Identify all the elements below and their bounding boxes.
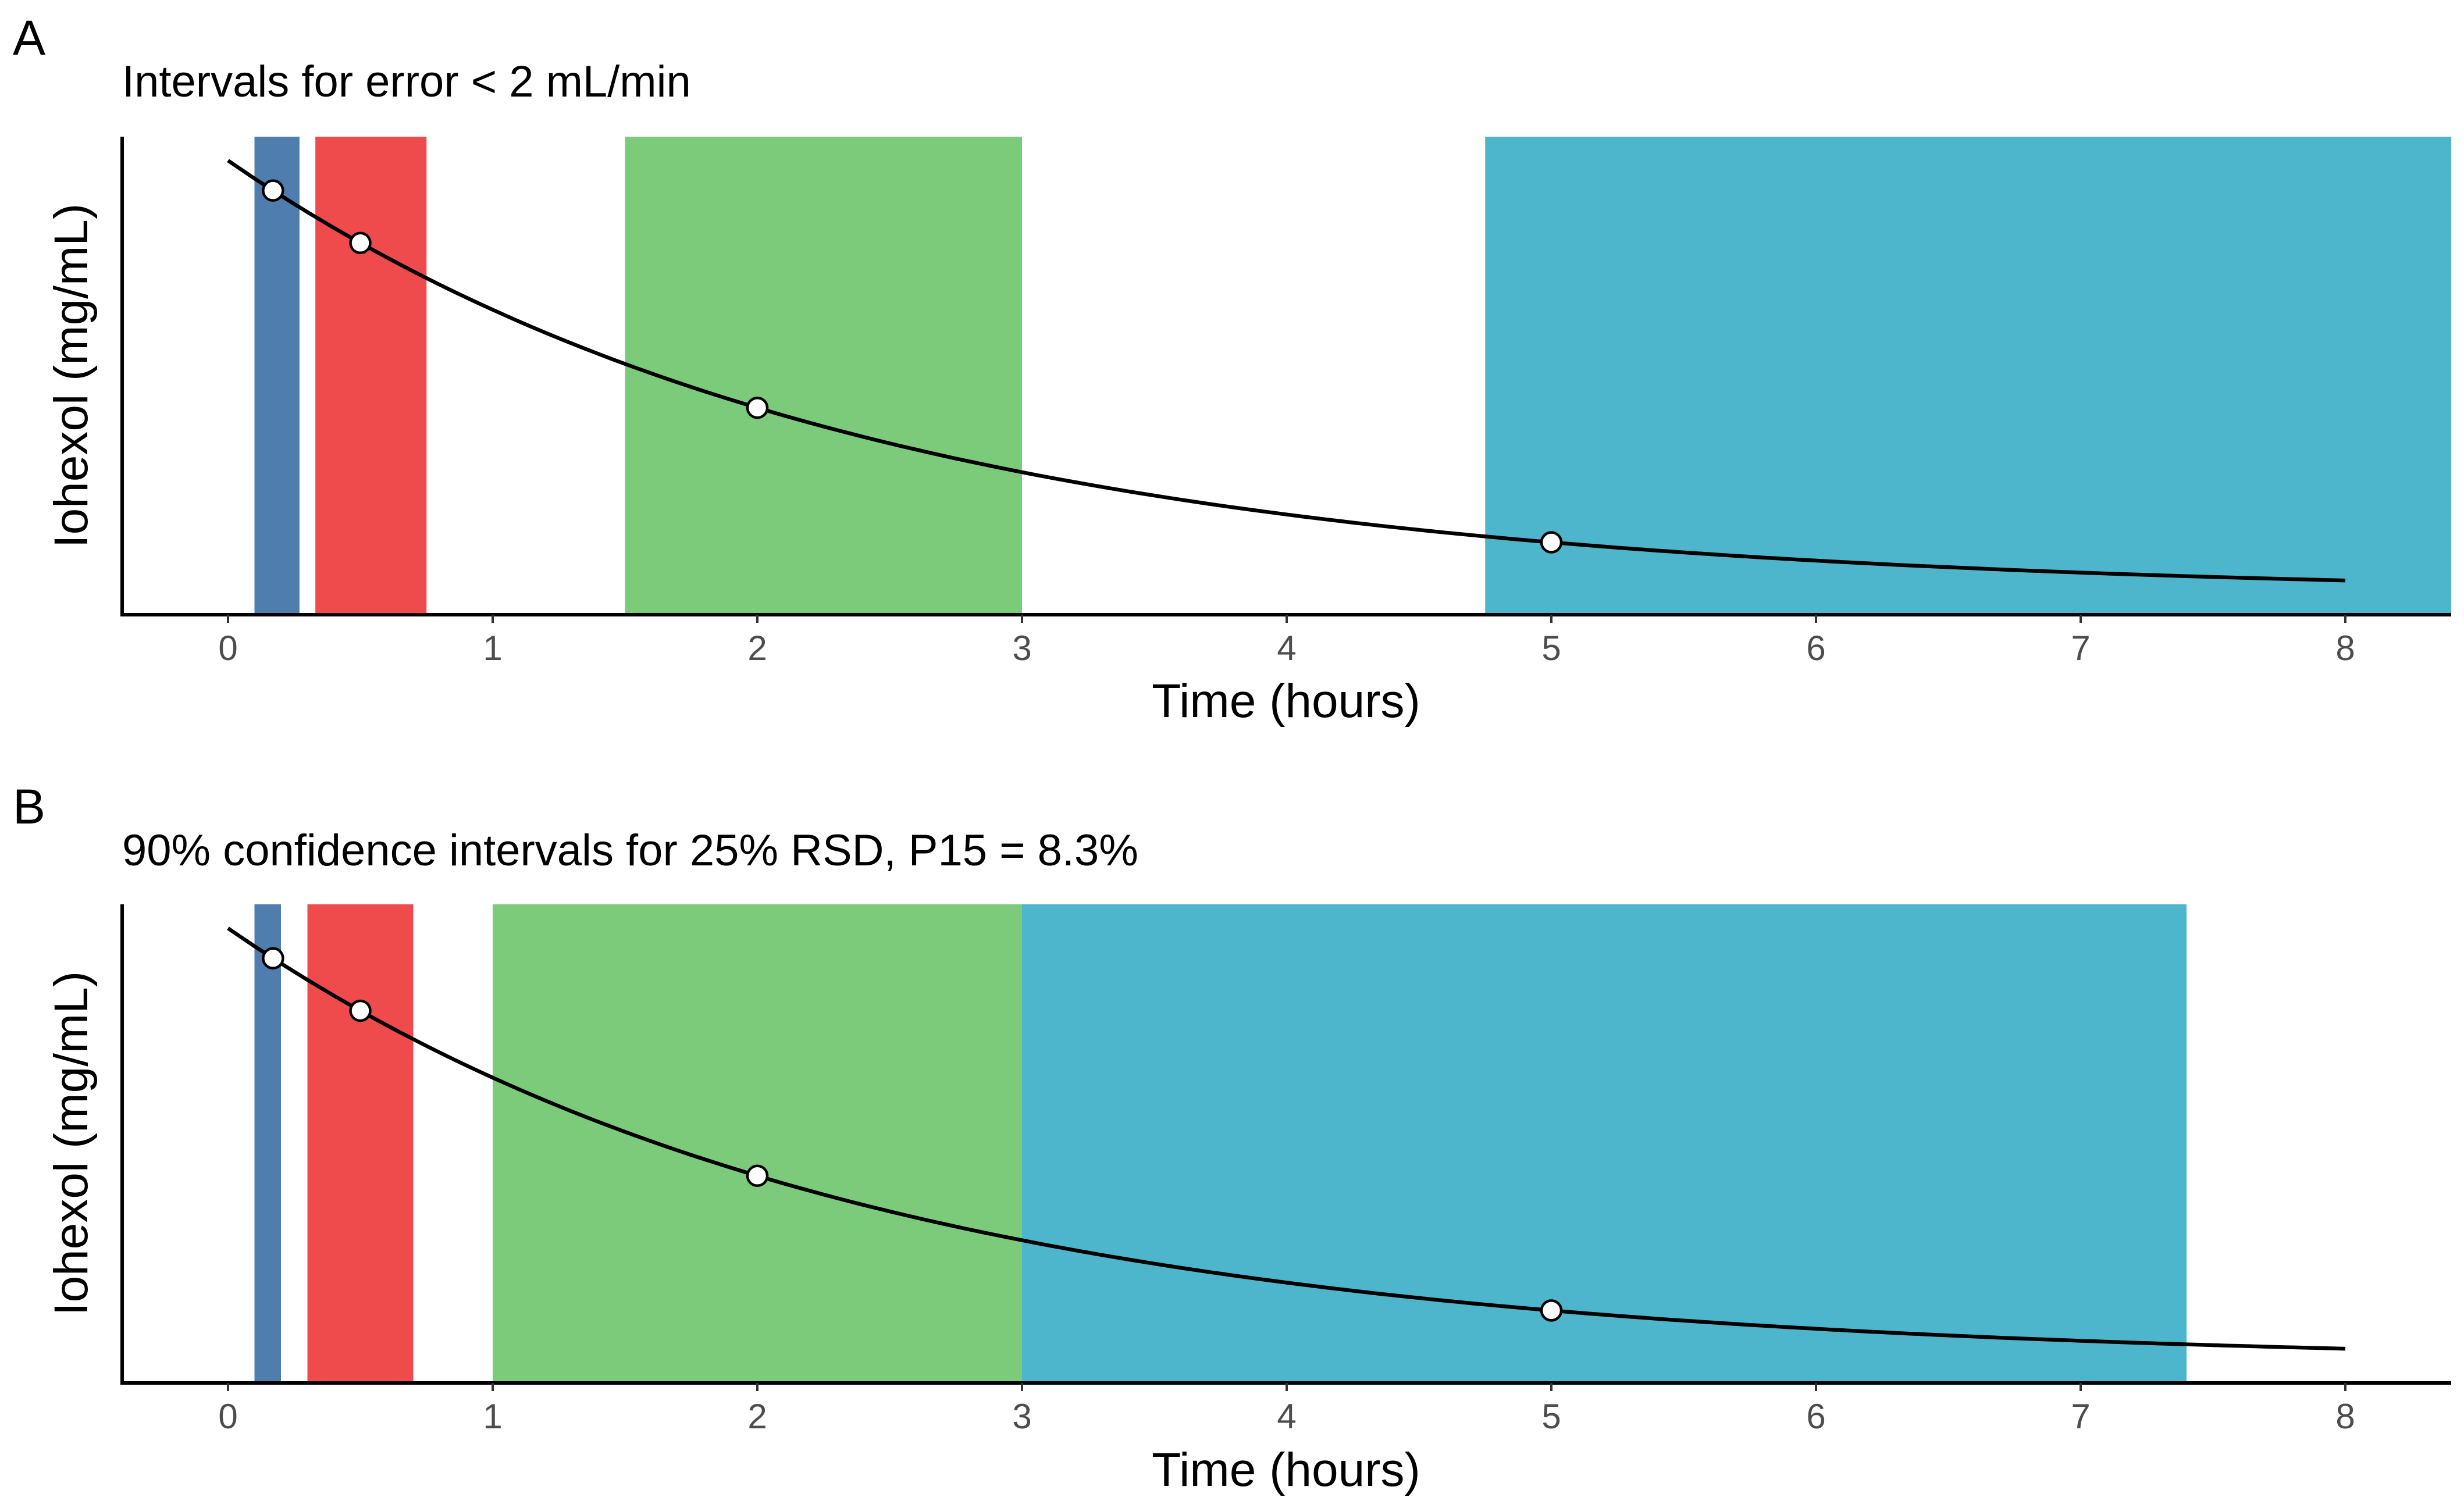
interval-band-2 (307, 904, 414, 1383)
sample-point-2 (349, 231, 372, 255)
interval-bands (254, 904, 2187, 1383)
sample-point-4 (1540, 1299, 1563, 1322)
sample-point-4 (1540, 531, 1563, 554)
x-tick-label: 7 (2071, 1397, 2090, 1436)
decay-curve-layer (227, 159, 2346, 583)
interval-band-1 (254, 137, 300, 615)
sample-point-1 (262, 179, 284, 202)
x-axis-label: Time (hours) (1152, 1443, 1420, 1496)
x-tick-label: 5 (1541, 629, 1561, 668)
decay-curve (227, 159, 2346, 583)
interval-band-4 (1485, 137, 2451, 615)
panel-b: B 90% confidence intervals for 25% RSD, … (13, 779, 2451, 1496)
x-tick-label: 1 (483, 1397, 502, 1436)
interval-bands (254, 137, 2451, 615)
interval-band-1 (254, 904, 281, 1383)
x-tick-label: 8 (2335, 629, 2355, 668)
x-ticks: 0 1 2 3 4 5 6 7 8 (218, 615, 2355, 668)
x-tick-label: 8 (2335, 1397, 2355, 1436)
x-tick-label: 5 (1541, 1397, 1561, 1436)
panel-a: A Intervals for error < 2 mL/min 0 1 2 3 4 5 6… (13, 10, 2451, 728)
x-tick-label: 3 (1012, 1397, 1031, 1436)
x-tick-label: 6 (1806, 629, 1825, 668)
x-tick-label: 2 (747, 629, 767, 668)
decay-curve-layer (227, 926, 2346, 1351)
axes: 0 1 2 3 4 5 6 7 8 (120, 904, 2451, 1436)
x-axis-label: Time (hours) (1152, 675, 1420, 728)
x-tick-label: 4 (1277, 629, 1296, 668)
decay-curve (227, 926, 2346, 1351)
x-tick-label: 1 (483, 629, 502, 668)
interval-band-4 (1022, 904, 2187, 1383)
sample-point-3 (746, 1164, 769, 1188)
x-tick-label: 0 (218, 629, 237, 668)
panel-letter: A (13, 10, 45, 65)
x-tick-label: 4 (1277, 1397, 1296, 1436)
interval-band-2 (315, 137, 427, 615)
panel-title: Intervals for error < 2 mL/min (122, 57, 691, 106)
sample-point-2 (349, 999, 372, 1022)
y-axis-label: Iohexol (mg/mL) (45, 971, 98, 1316)
y-axis-label: Iohexol (mg/mL) (45, 204, 98, 548)
x-tick-label: 3 (1012, 629, 1031, 668)
x-ticks: 0 1 2 3 4 5 6 7 8 (218, 1383, 2355, 1436)
axes: 0 1 2 3 4 5 6 7 8 (120, 137, 2451, 668)
x-tick-label: 7 (2071, 629, 2090, 668)
x-tick-label: 0 (218, 1397, 237, 1436)
interval-band-3 (625, 137, 1022, 615)
x-tick-label: 2 (747, 1397, 767, 1436)
sample-point-1 (262, 947, 284, 970)
panel-letter: B (13, 779, 45, 834)
panel-title: 90% confidence intervals for 25% RSD, P1… (122, 826, 1138, 875)
x-tick-label: 6 (1806, 1397, 1825, 1436)
sample-point-3 (746, 396, 769, 419)
interval-band-3 (493, 904, 1022, 1383)
